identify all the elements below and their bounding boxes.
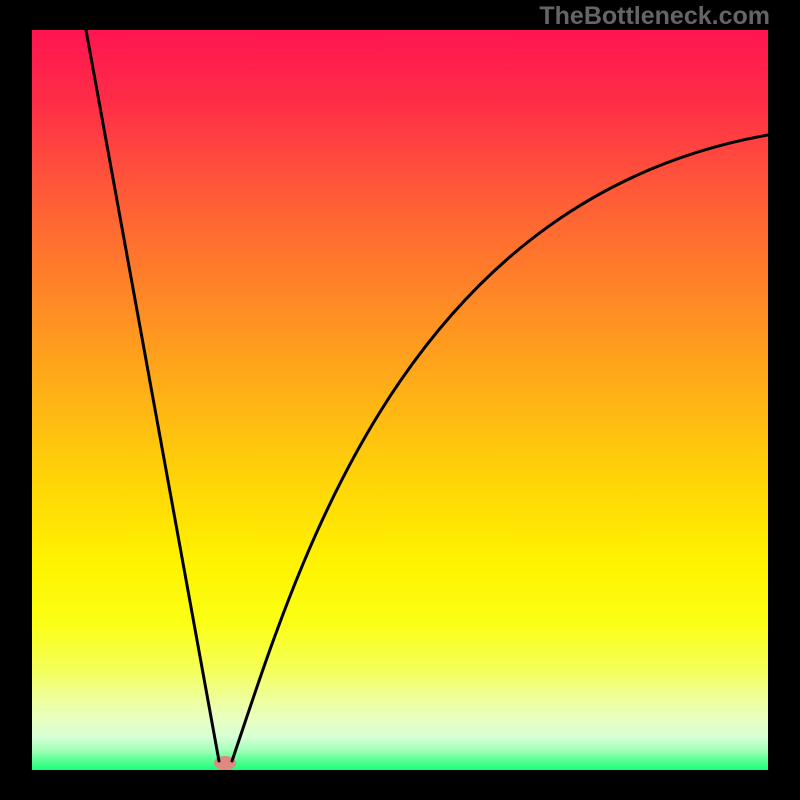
bottleneck-curve-left	[86, 30, 219, 761]
bottleneck-curve-right	[232, 135, 768, 761]
attribution-text: TheBottleneck.com	[539, 2, 770, 31]
plot-area	[32, 30, 768, 770]
curve-layer	[32, 30, 768, 770]
